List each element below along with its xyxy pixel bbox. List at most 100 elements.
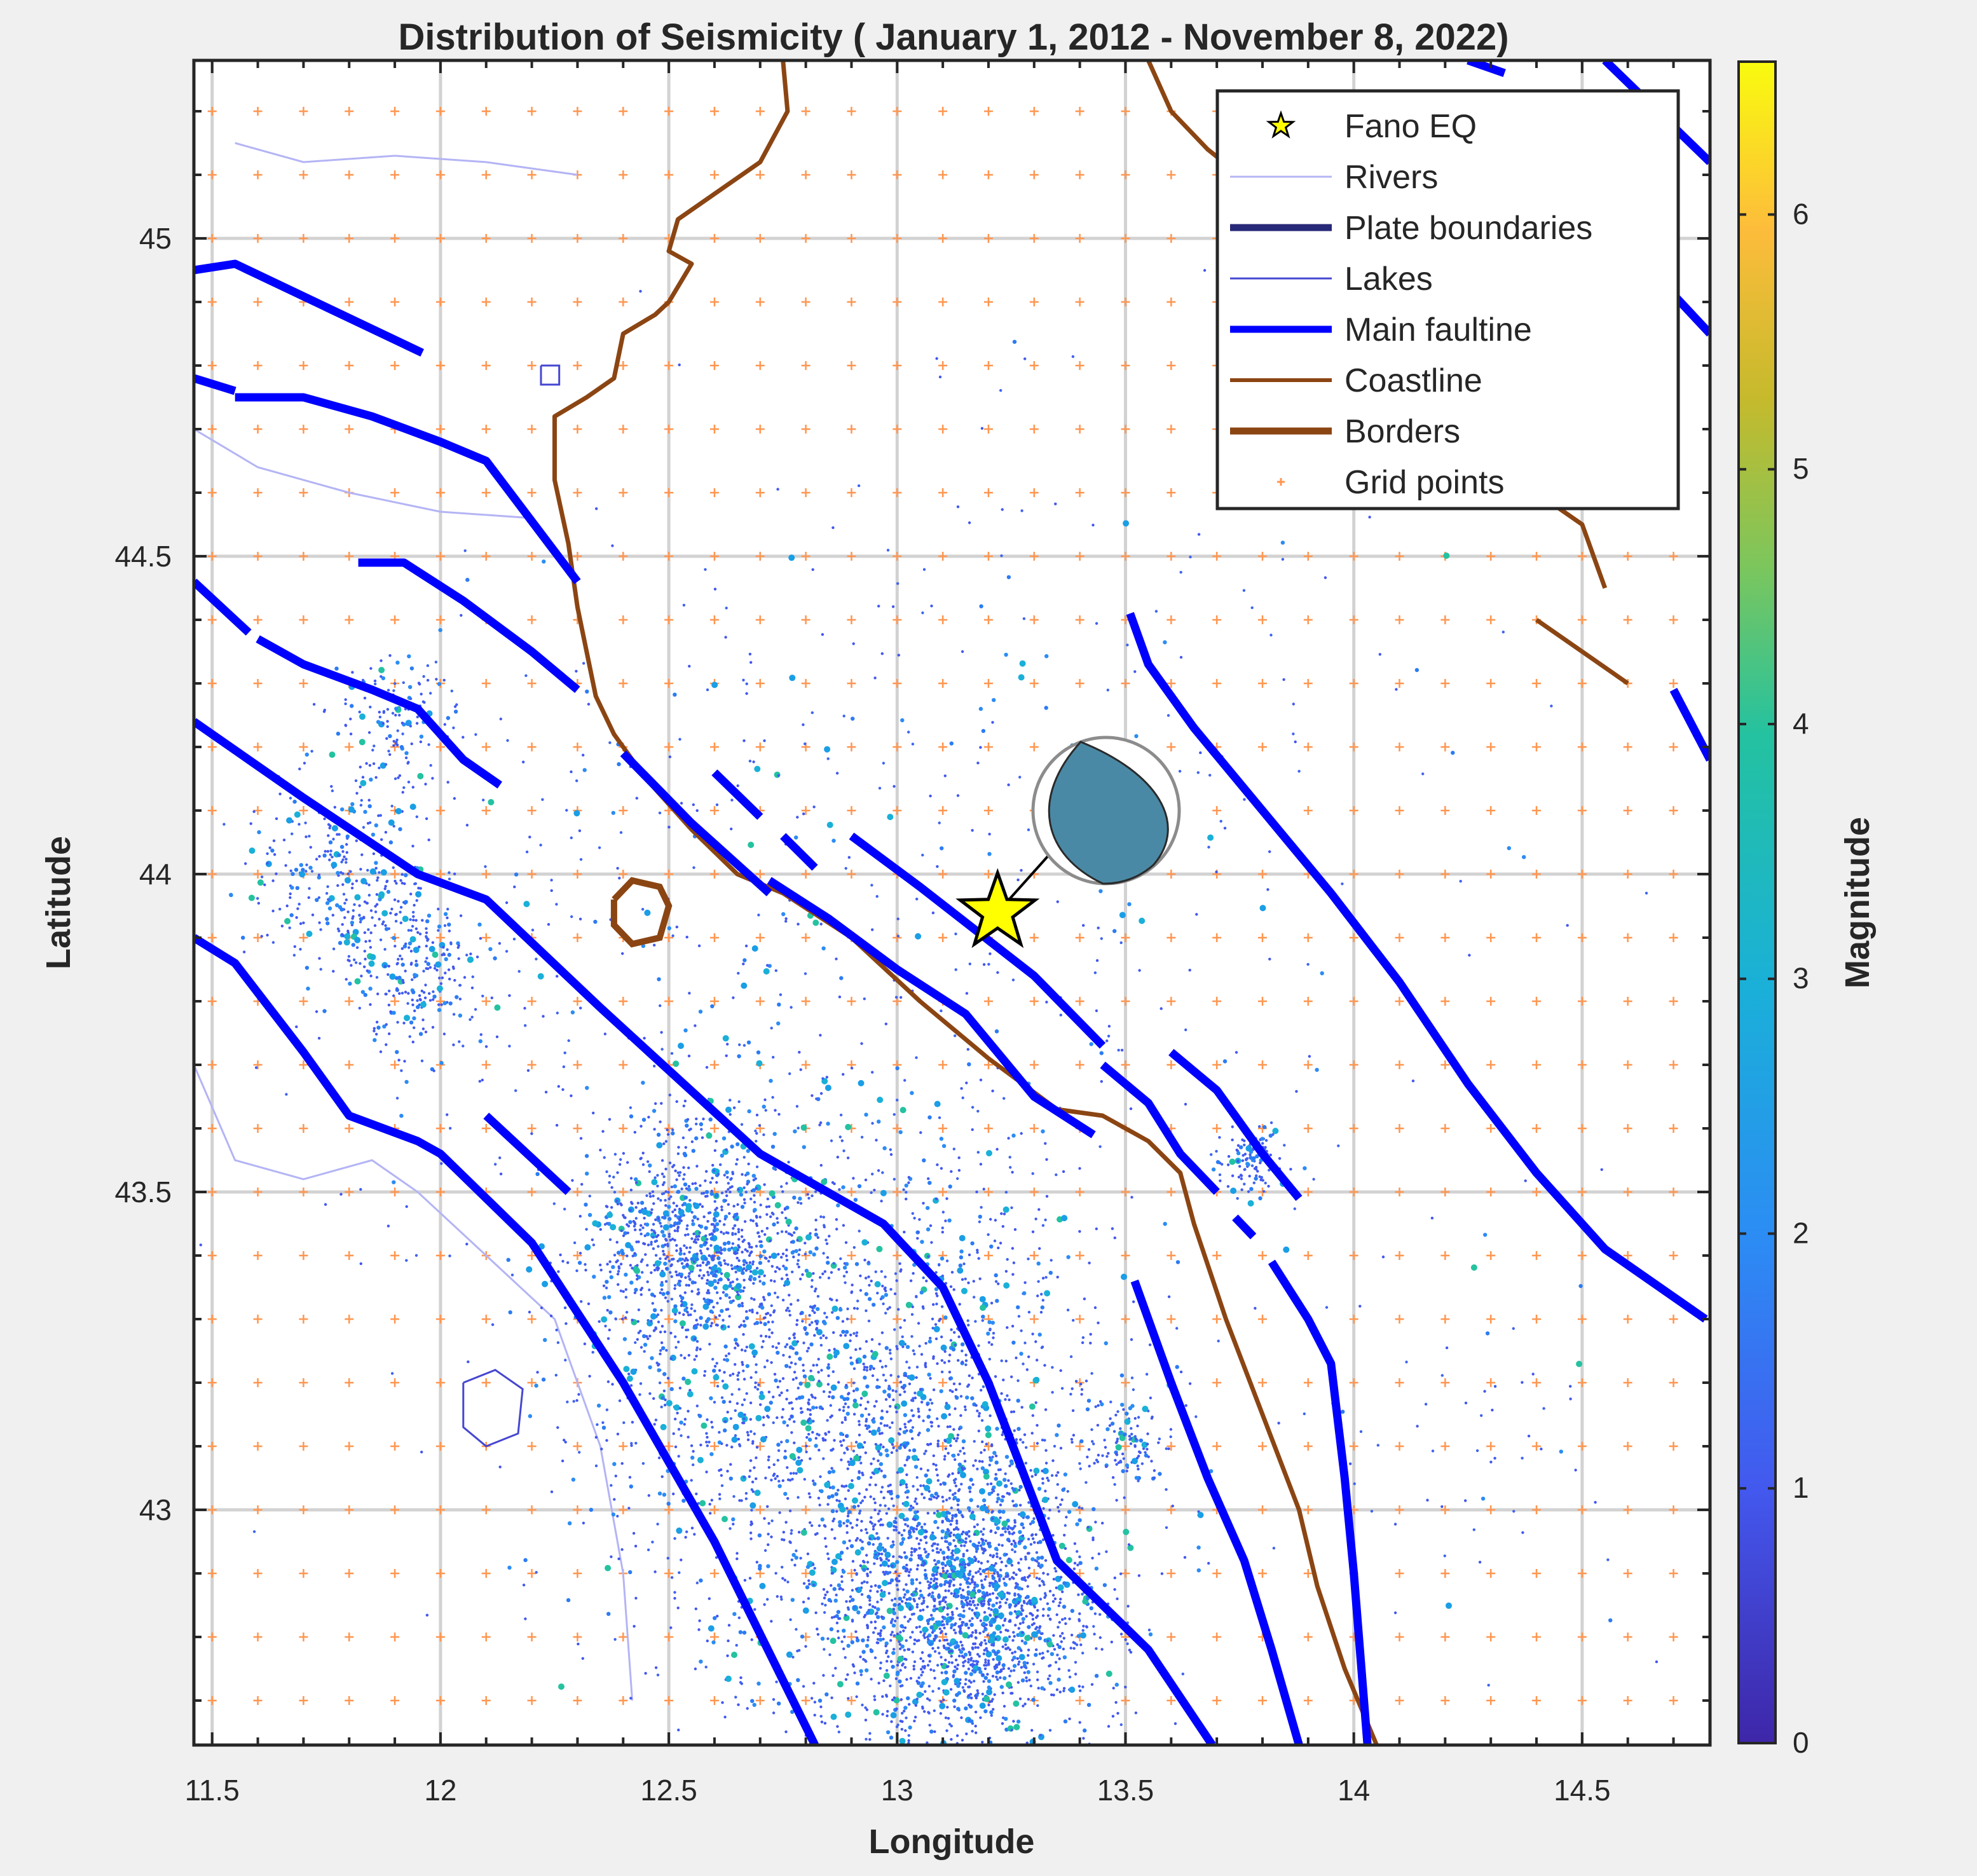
seismic-event (1134, 1711, 1138, 1715)
grid-point (1121, 552, 1130, 561)
seismic-event (965, 1533, 969, 1536)
seismic-event (894, 1517, 898, 1520)
seismic-event (556, 1341, 560, 1345)
seismic-event (891, 1540, 895, 1544)
seismic-event (982, 1518, 985, 1521)
seismic-event (850, 1291, 853, 1294)
seismic-event (840, 1575, 844, 1578)
seismic-event (808, 1582, 811, 1586)
seismic-event (1018, 1660, 1021, 1664)
seismic-event (1001, 1624, 1005, 1627)
seismic-event (660, 1172, 664, 1175)
seismic-event (685, 1378, 692, 1385)
seismic-event (969, 1498, 973, 1502)
grid-point (664, 615, 674, 624)
seismic-event (563, 1439, 566, 1442)
seismic-event (943, 1439, 947, 1443)
grid-point (1166, 1633, 1176, 1641)
seismic-event (889, 1633, 893, 1636)
seismic-event (851, 1559, 855, 1563)
seismic-event (659, 1257, 662, 1261)
seismic-event (922, 1659, 925, 1663)
seismic-event (908, 1725, 912, 1730)
seismic-event (929, 1625, 934, 1629)
seismic-event (1003, 1282, 1010, 1289)
seismic-event (964, 1353, 968, 1357)
seismic-event (887, 1386, 892, 1391)
seismic-event (888, 1348, 892, 1352)
seismic-event (847, 1489, 851, 1492)
seismic-event (849, 1333, 852, 1337)
seismic-event (920, 1400, 924, 1404)
seismic-event (1062, 1636, 1066, 1640)
seismic-event (974, 1459, 977, 1462)
grid-point (847, 1633, 856, 1641)
seismic-event (1013, 1786, 1015, 1788)
grid-point (1121, 298, 1130, 306)
seismic-event (1021, 1609, 1024, 1612)
seismic-event (783, 1538, 786, 1542)
seismic-event (1016, 1427, 1021, 1431)
grid-point (709, 1060, 719, 1069)
grid-point (938, 552, 948, 561)
seismic-event (670, 1275, 673, 1278)
grid-point (1121, 1315, 1130, 1324)
seismic-event (866, 1636, 870, 1639)
seismic-event (1013, 1723, 1020, 1730)
seismic-event (983, 1473, 990, 1480)
seismic-event (947, 1360, 951, 1363)
seismic-event (892, 1446, 895, 1449)
seismic-event (1046, 1476, 1049, 1480)
seismic-event (1004, 1455, 1009, 1459)
seismic-event (683, 1423, 687, 1426)
seismic-event (999, 1605, 1002, 1608)
seismic-event (995, 1552, 999, 1556)
seismic-event (965, 1622, 969, 1626)
seismic-event (944, 1219, 947, 1222)
seismic-event (845, 1383, 848, 1387)
grid-point (983, 298, 993, 306)
seismic-event (978, 1460, 982, 1463)
seismic-event (855, 1681, 860, 1686)
seismic-event (801, 1273, 804, 1277)
seismic-event (989, 1613, 992, 1617)
seismic-event (746, 1434, 750, 1437)
seismic-event (830, 1298, 833, 1301)
seismic-event (905, 1429, 908, 1432)
seismic-event (861, 1638, 865, 1643)
seismic-event (1062, 1170, 1065, 1174)
seismic-event (902, 1629, 905, 1633)
seismic-event (880, 1331, 884, 1334)
seismic-event (852, 1389, 856, 1393)
grid-point (1212, 1315, 1222, 1324)
seismic-event (1001, 1225, 1005, 1228)
seismic-event (934, 1637, 937, 1640)
seismic-event (523, 1558, 528, 1563)
seismic-event (884, 1570, 888, 1573)
seismic-event (865, 1531, 869, 1535)
seismic-event (856, 1299, 859, 1303)
grid-point (1349, 1442, 1358, 1451)
seismic-event (1011, 1324, 1015, 1328)
seismic-event (898, 1262, 901, 1265)
seismic-event (846, 1673, 849, 1676)
seismic-event (677, 1428, 681, 1431)
seismic-event (931, 1647, 934, 1650)
seismic-event (1055, 1496, 1058, 1500)
seismic-event (1038, 1577, 1041, 1580)
seismic-event (1084, 1770, 1086, 1773)
seismic-event (641, 1163, 645, 1167)
seismic-event (928, 1723, 931, 1727)
grid-point (299, 1188, 308, 1196)
seismic-event (870, 1620, 873, 1624)
seismic-event (923, 1452, 926, 1455)
seismic-event (1012, 1655, 1016, 1660)
seismic-event (997, 1246, 1000, 1250)
seismic-event (971, 1631, 975, 1634)
seismic-event (805, 1564, 811, 1569)
seismic-event (859, 1529, 863, 1532)
seismic-event (685, 1530, 688, 1533)
seismic-event (1086, 1399, 1091, 1403)
seismic-event (983, 1549, 987, 1552)
grid-point (1029, 1188, 1039, 1196)
